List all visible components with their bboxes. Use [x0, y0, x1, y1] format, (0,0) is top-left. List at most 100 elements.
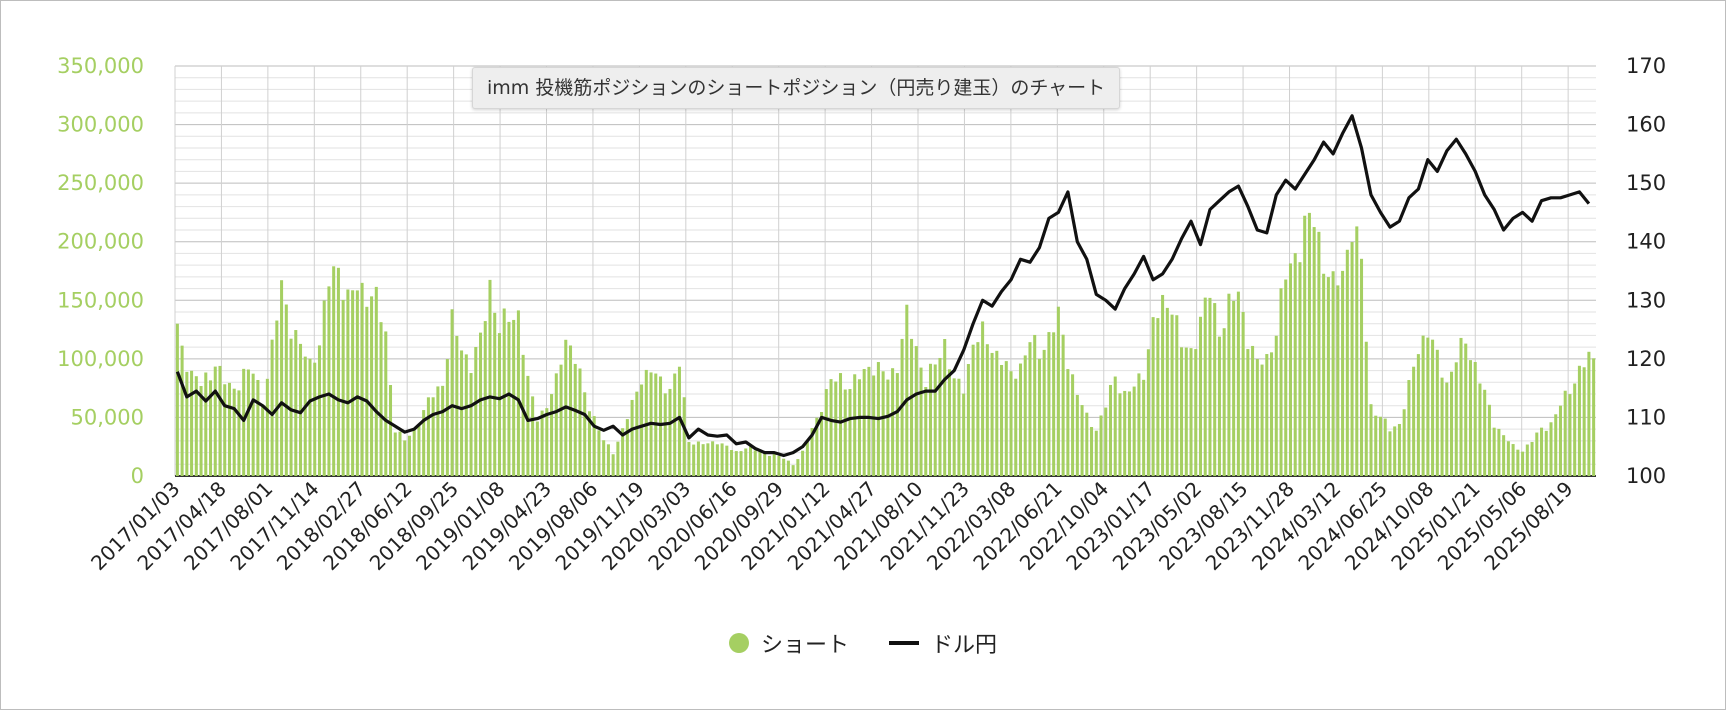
- bar-short: [867, 366, 871, 476]
- bar-short: [782, 458, 786, 476]
- bar-short: [753, 450, 757, 476]
- legend-item-usdjpy[interactable]: ドル円: [889, 627, 997, 659]
- bar-short: [265, 378, 269, 476]
- bar-short: [805, 441, 809, 476]
- bar-short: [995, 350, 999, 476]
- bar-short: [526, 375, 530, 476]
- bar-short: [1393, 426, 1397, 476]
- bar-short: [857, 379, 861, 476]
- bar-short: [706, 443, 710, 476]
- bar-short: [606, 444, 610, 476]
- bar-short: [573, 363, 577, 476]
- bar-short: [1241, 311, 1245, 476]
- bar-short: [1298, 262, 1302, 476]
- bar-short: [673, 373, 677, 476]
- bar-short: [663, 393, 667, 476]
- legend-usdjpy-marker: [889, 641, 919, 645]
- bar-short: [910, 338, 914, 476]
- left-axis-ticks: 0 50,000 100,000 150,000 200,000 250,000 300,0…: [57, 54, 144, 488]
- bar-short: [1374, 415, 1378, 476]
- bar-short: [294, 330, 298, 476]
- bar-short: [261, 404, 265, 476]
- bar-short: [218, 365, 222, 476]
- bar-short: [1132, 386, 1136, 476]
- bar-short: [786, 460, 790, 476]
- bar-short: [1341, 270, 1345, 476]
- bar-short: [535, 421, 539, 476]
- bar-short: [1000, 364, 1004, 476]
- right-tick-label: 110: [1626, 405, 1666, 429]
- bar-short: [398, 431, 402, 476]
- bar-short: [1161, 294, 1165, 476]
- bar-short: [985, 344, 989, 476]
- bar-short: [190, 370, 194, 476]
- bar-short: [540, 410, 544, 476]
- bar-short: [1402, 409, 1406, 476]
- bar-short: [1127, 391, 1131, 476]
- bar-short: [303, 356, 307, 476]
- bar-short: [1407, 380, 1411, 476]
- bar-short: [393, 432, 397, 476]
- bar-short: [796, 459, 800, 476]
- bar-short: [370, 296, 374, 476]
- bar-short: [1175, 315, 1179, 476]
- bar-short: [1104, 407, 1108, 476]
- bar-short: [450, 309, 454, 476]
- bar-short: [464, 354, 468, 476]
- bar-short: [554, 373, 558, 476]
- left-tick-label: 150,000: [57, 288, 144, 312]
- right-tick-label: 160: [1626, 113, 1666, 137]
- bar-short: [1118, 393, 1122, 476]
- bar-short: [891, 368, 895, 476]
- bar-short: [692, 444, 696, 476]
- bar-short: [185, 371, 189, 476]
- bar-short: [1369, 404, 1373, 476]
- bar-short: [758, 450, 762, 476]
- bar-short: [1108, 384, 1113, 476]
- bar-short: [374, 286, 378, 476]
- bar-short: [1468, 360, 1472, 476]
- bar-short: [862, 369, 866, 476]
- bar-short: [687, 442, 691, 476]
- bar-short: [1270, 352, 1274, 476]
- bar-short: [1511, 444, 1515, 476]
- bar-short: [696, 441, 700, 476]
- bar-short: [1033, 334, 1037, 476]
- bar-short: [1094, 430, 1098, 476]
- bar-short: [677, 366, 681, 476]
- bar-short: [919, 367, 923, 476]
- bar-short: [407, 435, 411, 476]
- legend-item-short[interactable]: ショート: [728, 627, 849, 659]
- right-tick-label: 140: [1626, 230, 1666, 254]
- bar-short: [1582, 367, 1586, 476]
- bar-short: [658, 376, 663, 476]
- bar-short: [497, 333, 501, 476]
- bar-short: [820, 412, 824, 476]
- bar-short: [621, 428, 625, 476]
- bar-short: [1146, 349, 1150, 476]
- bar-short: [559, 364, 563, 476]
- left-tick-label: 50,000: [71, 405, 144, 429]
- bar-short: [1288, 263, 1293, 476]
- bar-short: [1018, 363, 1023, 476]
- bar-short: [275, 320, 279, 476]
- bar-short: [1279, 288, 1283, 476]
- bar-short: [990, 352, 994, 476]
- bar-short: [507, 321, 511, 476]
- bar-short: [403, 440, 407, 476]
- bar-short: [1061, 334, 1065, 476]
- bar-short: [886, 379, 890, 476]
- bar-short: [597, 430, 601, 476]
- bar-short: [270, 339, 274, 476]
- bar-short: [1222, 328, 1226, 476]
- bar-short: [1066, 369, 1070, 476]
- bar-short: [824, 389, 828, 476]
- bar-short: [711, 441, 715, 476]
- bar-short: [341, 299, 345, 476]
- bar-short: [1378, 416, 1382, 476]
- bar-short: [289, 338, 293, 476]
- legend-usdjpy-label: ドル円: [931, 633, 998, 658]
- legend: ショート ドル円: [0, 627, 1726, 659]
- left-tick-label: 350,000: [57, 54, 144, 78]
